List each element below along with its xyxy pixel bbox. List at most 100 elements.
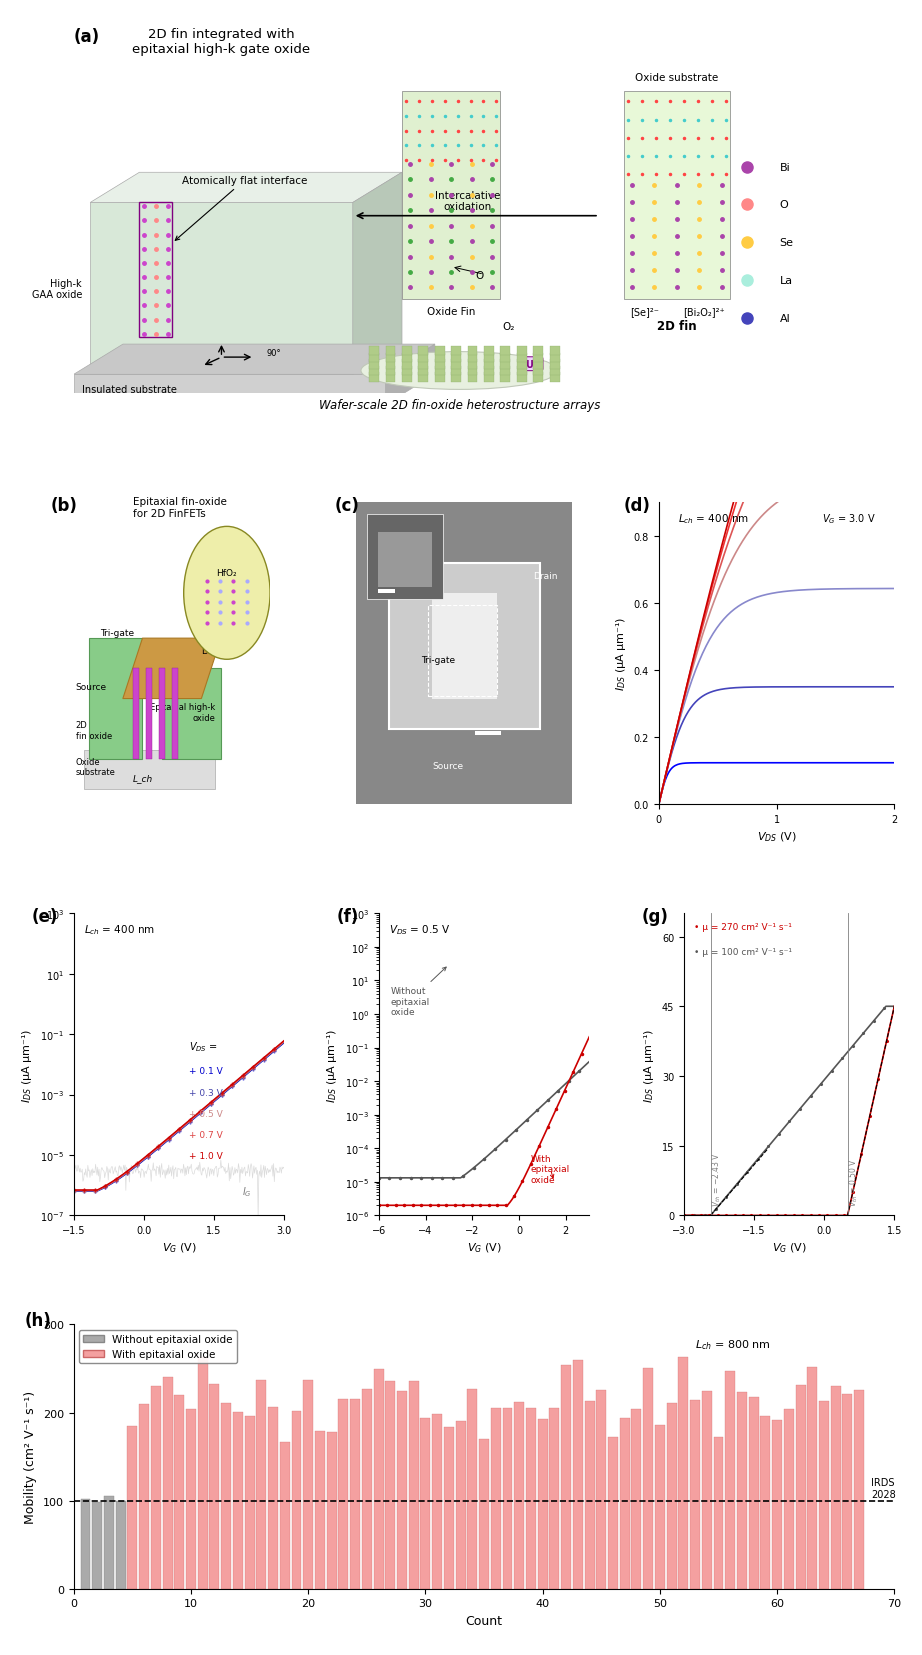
Text: $I_G$: $I_G$ — [242, 1185, 252, 1198]
Bar — [726, 1372, 735, 1589]
Bar — [761, 1417, 771, 1589]
Polygon shape — [74, 344, 435, 376]
Bar — [233, 1412, 242, 1589]
Polygon shape — [162, 669, 221, 760]
Bar — [419, 354, 428, 362]
Text: Intercalative
oxidation: Intercalative oxidation — [435, 190, 501, 212]
X-axis label: $V_G$ (V): $V_G$ (V) — [161, 1241, 196, 1254]
Bar — [435, 348, 444, 356]
Text: L_ch: L_ch — [133, 773, 153, 783]
Polygon shape — [74, 376, 385, 405]
Bar — [133, 669, 138, 760]
Polygon shape — [90, 174, 402, 204]
Bar — [749, 1397, 759, 1589]
Bar — [451, 361, 461, 369]
Bar — [256, 1380, 266, 1589]
Bar — [843, 1394, 853, 1589]
Bar — [796, 1385, 806, 1589]
Bar — [620, 1418, 630, 1589]
Bar — [162, 1377, 172, 1589]
Bar — [502, 1408, 513, 1589]
Text: Insulated substrate: Insulated substrate — [82, 386, 177, 396]
Bar — [326, 1432, 337, 1589]
Bar — [408, 1382, 419, 1589]
Bar — [221, 1403, 231, 1589]
Text: Drain: Drain — [201, 647, 226, 655]
Bar — [378, 589, 396, 594]
Text: $V_G$ = 3.0 V: $V_G$ = 3.0 V — [822, 511, 876, 526]
Text: Epitaxial fin-oxide
for 2D FinFETs: Epitaxial fin-oxide for 2D FinFETs — [133, 496, 227, 518]
Bar — [451, 372, 461, 382]
Bar — [435, 372, 444, 382]
Text: [Bi₂O₂]²⁺: [Bi₂O₂]²⁺ — [682, 306, 725, 316]
Bar — [303, 1380, 313, 1589]
Text: Al: Al — [779, 313, 790, 323]
Bar — [104, 1496, 114, 1589]
Text: La: La — [779, 276, 793, 286]
Bar — [623, 93, 730, 300]
Text: O₂: O₂ — [502, 321, 514, 331]
Bar — [533, 366, 543, 376]
Bar — [561, 1365, 571, 1589]
Y-axis label: $I_{DS}$ (μA μm⁻¹): $I_{DS}$ (μA μm⁻¹) — [643, 1028, 656, 1102]
Bar — [378, 533, 432, 588]
Bar — [369, 372, 379, 382]
Polygon shape — [385, 344, 435, 405]
Polygon shape — [123, 639, 221, 698]
Bar — [808, 1367, 817, 1589]
Bar — [533, 372, 543, 382]
Y-axis label: $I_{DS}$ (μA μm⁻¹): $I_{DS}$ (μA μm⁻¹) — [325, 1028, 339, 1102]
Text: Source: Source — [432, 761, 463, 771]
Bar — [526, 1408, 536, 1589]
Bar — [467, 372, 478, 382]
Bar — [291, 1412, 301, 1589]
Bar — [501, 348, 510, 356]
Legend: Without epitaxial oxide, With epitaxial oxide: Without epitaxial oxide, With epitaxial … — [79, 1331, 237, 1364]
Bar — [475, 732, 502, 735]
Bar — [644, 1367, 653, 1589]
Bar — [484, 372, 494, 382]
Y-axis label: $I_{DS}$ (μA μm⁻¹): $I_{DS}$ (μA μm⁻¹) — [614, 617, 628, 692]
Text: (f): (f) — [337, 907, 359, 925]
Text: $V_{DS}$ =: $V_{DS}$ = — [190, 1039, 219, 1054]
Bar — [501, 372, 510, 382]
Bar — [550, 366, 560, 376]
Polygon shape — [84, 750, 215, 789]
Bar — [501, 366, 510, 376]
Text: Atomically flat interface: Atomically flat interface — [175, 175, 307, 242]
Text: (d): (d) — [623, 496, 650, 515]
Bar — [279, 1443, 290, 1589]
Bar — [402, 361, 412, 369]
Bar — [517, 348, 526, 356]
Bar — [517, 366, 526, 376]
Text: HfO₂: HfO₂ — [217, 568, 237, 578]
Bar — [369, 366, 379, 376]
Text: Drain: Drain — [534, 571, 558, 581]
Bar — [197, 1357, 207, 1589]
Text: + 0.3 V: + 0.3 V — [190, 1087, 223, 1097]
Bar — [655, 1425, 665, 1589]
Bar — [244, 1417, 254, 1589]
Bar — [419, 372, 428, 382]
Text: 2D fin integrated with
epitaxial high-k gate oxide: 2D fin integrated with epitaxial high-k … — [133, 28, 311, 56]
Bar — [550, 348, 560, 356]
Bar — [146, 669, 151, 760]
Text: Wafer-scale 2D fin-oxide heterostructure arrays: Wafer-scale 2D fin-oxide heterostructure… — [319, 399, 600, 412]
Text: 2D fin: 2D fin — [657, 319, 697, 333]
Text: 2D
fin oxide: 2D fin oxide — [76, 722, 112, 740]
Text: (c): (c) — [335, 496, 360, 515]
Text: $V_{DS}$ = 0.5 V: $V_{DS}$ = 0.5 V — [389, 923, 451, 937]
Bar — [514, 1402, 525, 1589]
Bar — [432, 594, 497, 698]
Bar — [350, 1398, 361, 1589]
Bar — [484, 348, 494, 356]
Bar — [402, 354, 412, 362]
Text: + 0.7 V: + 0.7 V — [190, 1130, 223, 1139]
Text: Epitaxial high-k
oxide: Epitaxial high-k oxide — [150, 703, 215, 722]
Text: Bi: Bi — [779, 162, 790, 172]
Text: (b): (b) — [50, 496, 77, 515]
Text: UV: UV — [526, 359, 541, 369]
Text: • μ = 100 cm² V⁻¹ s⁻¹: • μ = 100 cm² V⁻¹ s⁻¹ — [694, 947, 792, 957]
Bar — [385, 1380, 396, 1589]
Bar — [772, 1420, 782, 1589]
